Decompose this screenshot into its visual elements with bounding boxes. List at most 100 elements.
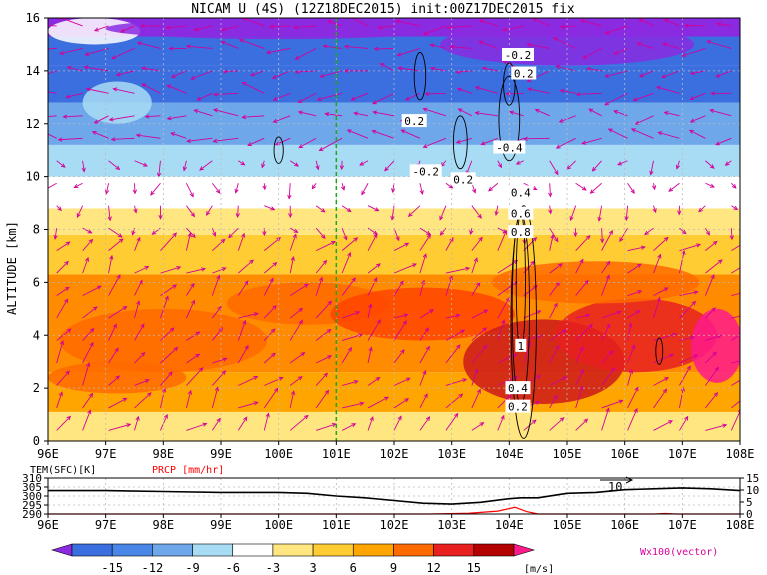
wind-vector-head — [422, 31, 428, 36]
wind-vector — [575, 259, 584, 274]
wind-vector — [705, 424, 727, 431]
wind-vector-head — [221, 370, 227, 375]
wind-vector — [250, 70, 265, 76]
wind-vector — [419, 227, 431, 235]
wind-vector — [170, 132, 187, 139]
wind-vector-head — [271, 352, 276, 358]
wind-vector-head — [293, 228, 299, 233]
wind-vector-head — [331, 422, 337, 428]
wind-vector — [289, 308, 303, 319]
wind-vector — [676, 160, 680, 169]
wind-vector — [74, 182, 83, 188]
wind-vector-head — [657, 253, 662, 259]
wind-vector — [315, 390, 329, 409]
wind-vector — [393, 320, 407, 341]
wind-vector — [497, 415, 505, 431]
wind-vector-head — [66, 415, 72, 421]
temperature-tick-label: 295 — [22, 499, 42, 512]
x-tick-label: 106E — [610, 447, 639, 461]
wind-vector — [590, 182, 602, 194]
wind-vector-head — [212, 231, 217, 237]
wind-vector — [380, 63, 395, 72]
wind-vector — [63, 115, 83, 118]
wind-vector-head — [303, 414, 309, 420]
wind-vector-head — [168, 371, 173, 377]
wind-vector-head — [583, 418, 589, 424]
wind-vector-head — [439, 230, 445, 236]
wind-vector — [705, 160, 715, 169]
wind-vector-head — [636, 263, 642, 268]
wind-vector-head — [59, 50, 65, 55]
wind-vector — [266, 47, 291, 54]
wind-vector-head — [448, 275, 453, 281]
wind-vector — [458, 108, 473, 117]
wind-vector — [430, 44, 447, 49]
wind-vector — [237, 233, 245, 251]
wind-vector — [186, 205, 195, 217]
wind-vector-head — [522, 136, 528, 141]
wind-vector — [661, 70, 680, 78]
wind-vector — [367, 263, 381, 274]
wind-vector-head — [384, 166, 389, 172]
contour-line — [413, 51, 427, 101]
wind-vector-head — [323, 372, 329, 378]
wind-vector-head — [617, 161, 623, 166]
wind-vector — [269, 25, 291, 28]
contour-label-text: 0.8 — [511, 226, 531, 239]
wind-vector-head — [505, 91, 511, 96]
wind-vector-head — [241, 81, 247, 86]
wind-vector — [109, 115, 135, 121]
wind-vector — [419, 253, 427, 274]
contour-label-bg — [511, 66, 537, 80]
wind-vector — [419, 280, 425, 296]
wind-vector — [327, 20, 343, 27]
wind-vector-head — [216, 274, 221, 280]
wind-vector-head — [326, 328, 332, 334]
wind-vector-head — [597, 216, 602, 222]
colorbar-tick-label: -3 — [266, 561, 280, 575]
colorbar-segment — [152, 543, 193, 557]
wind-vector-head — [298, 144, 304, 149]
wind-vector — [553, 37, 576, 49]
wind-vector-head — [247, 142, 253, 146]
wind-vector — [82, 328, 95, 341]
wind-vector-head — [562, 376, 568, 381]
wind-vector-head — [455, 313, 461, 318]
wind-vector — [59, 47, 83, 55]
wind-vector-head — [253, 312, 259, 317]
wind-vector-head — [548, 209, 553, 215]
wind-vector — [497, 230, 507, 251]
wind-vector-head — [573, 232, 578, 238]
wind-vector-head — [96, 285, 102, 290]
wind-vector-head — [91, 130, 97, 135]
wind-vector — [644, 227, 654, 235]
wind-vector-head — [346, 207, 352, 213]
wind-vector — [67, 66, 83, 72]
colorbar-unit: [m/s] — [524, 564, 554, 575]
wind-vector-head — [600, 238, 605, 244]
colorbar-segment — [352, 543, 394, 557]
wind-vector — [393, 314, 408, 319]
wind-vector — [56, 261, 69, 274]
wind-vector-head — [472, 188, 477, 194]
wind-vector — [311, 182, 317, 189]
colorbar: -15 -12 -9 -6 -3 3 6 9 12 15 [m/s] Wx100(vector) — [50, 543, 718, 575]
wind-vector — [367, 319, 381, 341]
wind-vector — [725, 160, 732, 166]
wind-vector — [82, 239, 93, 251]
y-tick-label: 2 — [33, 381, 40, 395]
wind-vector-head — [661, 74, 667, 79]
wind-vector-head — [57, 137, 63, 142]
wind-vector — [211, 182, 221, 194]
wind-vector-head — [353, 379, 359, 385]
wind-vector-head — [405, 377, 411, 382]
wind-vector-head — [473, 257, 478, 263]
wind-vector — [653, 388, 667, 409]
wind-vector-head — [497, 163, 502, 169]
y-tick-label: 14 — [26, 64, 40, 78]
wind-vector-head — [668, 420, 674, 425]
wind-vector — [289, 352, 305, 364]
wind-vector — [445, 182, 453, 189]
wind-vector-head — [591, 166, 597, 172]
surface-x-tick-label: 96E — [37, 518, 59, 532]
